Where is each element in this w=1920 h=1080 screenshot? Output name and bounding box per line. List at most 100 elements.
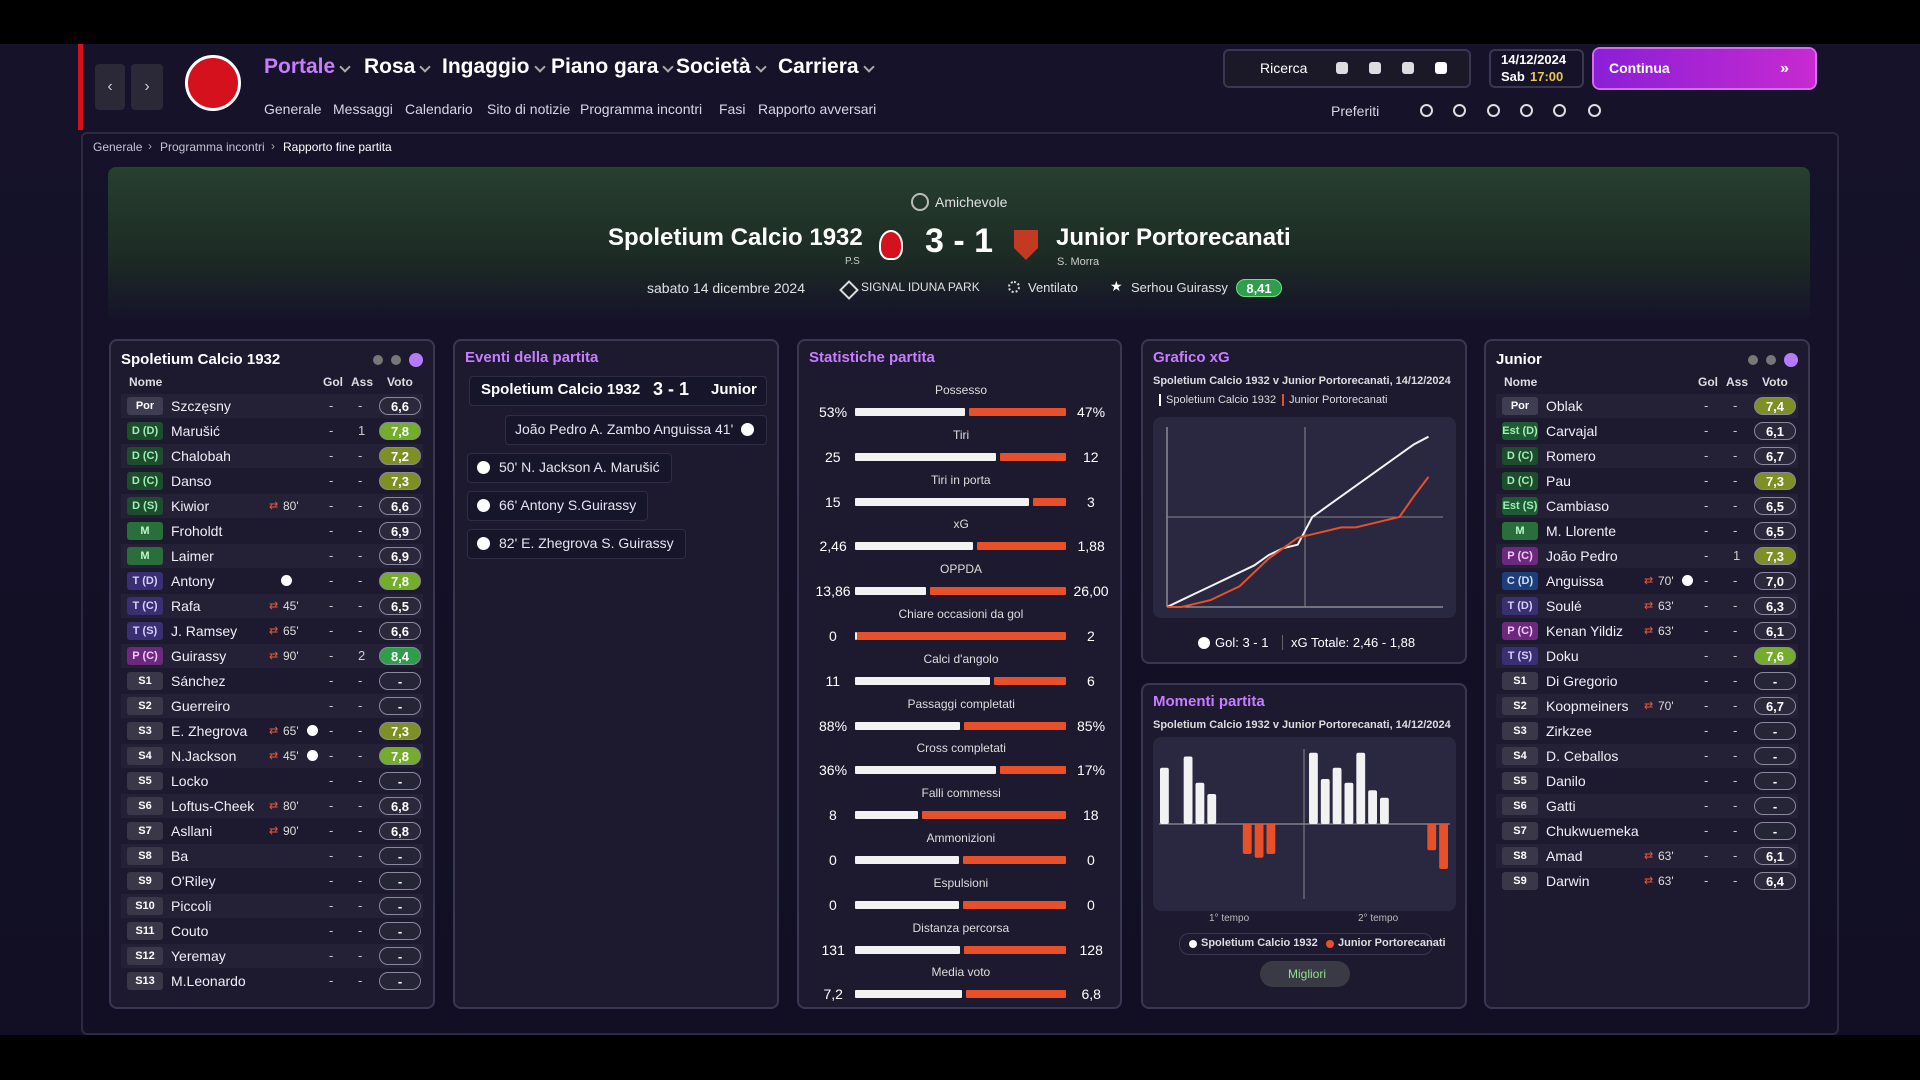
- sub-menu-item[interactable]: Generale: [264, 101, 322, 117]
- best-button[interactable]: [1260, 961, 1350, 987]
- player-name[interactable]: Piccoli: [171, 898, 212, 914]
- position-badge: D (C): [127, 447, 163, 465]
- player-name[interactable]: Zirkzee: [1546, 723, 1592, 739]
- player-name[interactable]: Pau: [1546, 473, 1571, 489]
- momentum-title: Momenti partita: [1153, 693, 1265, 710]
- player-name[interactable]: Loftus-Cheek: [171, 798, 255, 814]
- player-name[interactable]: N.Jackson: [171, 748, 237, 764]
- player-row: [1496, 494, 1798, 518]
- sub-menu-item[interactable]: Sito di notizie: [487, 101, 571, 117]
- club-logo[interactable]: [185, 55, 241, 111]
- shortcut-icon[interactable]: [1420, 104, 1433, 117]
- page-dot[interactable]: [391, 355, 401, 365]
- player-name[interactable]: Chalobah: [171, 448, 231, 464]
- rating: -: [379, 972, 421, 990]
- shortcut-icon[interactable]: [1520, 104, 1533, 117]
- player-name[interactable]: E. Zhegrova: [171, 723, 248, 739]
- toolbar-icon[interactable]: [1336, 62, 1348, 74]
- player-name[interactable]: Kiwior: [171, 498, 210, 514]
- main-menu-item[interactable]: Carriera: [778, 55, 859, 78]
- sub-menu-item[interactable]: Messaggi: [333, 101, 393, 117]
- stat-away: 2: [1087, 628, 1095, 644]
- player-name[interactable]: J. Ramsey: [171, 623, 238, 639]
- player-name[interactable]: Cambiaso: [1546, 498, 1610, 514]
- player-name[interactable]: Guerreiro: [171, 698, 231, 714]
- player-name[interactable]: Laimer: [171, 548, 214, 564]
- player-name[interactable]: Amad: [1546, 848, 1583, 864]
- main-menu-item[interactable]: Ingaggio: [442, 55, 530, 78]
- main-menu-item[interactable]: Rosa: [364, 55, 416, 78]
- player-name[interactable]: D. Ceballos: [1546, 748, 1619, 764]
- breadcrumb-item[interactable]: Programma incontri: [160, 140, 265, 154]
- assists: -: [1733, 598, 1738, 613]
- player-name[interactable]: Rafa: [171, 598, 201, 614]
- legend-dot: [1189, 940, 1197, 948]
- continue-button[interactable]: [1594, 49, 1815, 88]
- player-name[interactable]: Carvajal: [1546, 423, 1598, 439]
- player-name[interactable]: Ba: [171, 848, 189, 864]
- player-name[interactable]: Romero: [1546, 448, 1596, 464]
- shortcut-icon[interactable]: [1487, 104, 1500, 117]
- player-name[interactable]: Di Gregorio: [1546, 673, 1618, 689]
- player-name[interactable]: Szczęsny: [171, 398, 231, 414]
- main-menu-item[interactable]: Piano gara: [551, 55, 659, 78]
- player-name[interactable]: Yeremay: [171, 948, 226, 964]
- sub-menu-item[interactable]: Calendario: [405, 101, 473, 117]
- position-badge: M: [127, 522, 163, 540]
- position-badge: S2: [1502, 697, 1538, 715]
- player-name[interactable]: Chukwuemeka: [1546, 823, 1639, 839]
- sub-menu-item[interactable]: Fasi: [719, 101, 746, 117]
- player-name[interactable]: Anguissa: [1546, 573, 1604, 589]
- lineup-title: Spoletium Calcio 1932: [121, 351, 281, 368]
- player-name[interactable]: Locko: [171, 773, 209, 789]
- player-name[interactable]: Doku: [1546, 648, 1579, 664]
- breadcrumb-item[interactable]: Generale: [93, 140, 143, 154]
- player-name[interactable]: Froholdt: [171, 523, 223, 539]
- toolbar-icon[interactable]: [1369, 62, 1381, 74]
- player-name[interactable]: Asllani: [171, 823, 213, 839]
- player-name[interactable]: Koopmeiners: [1546, 698, 1629, 714]
- main-menu-item[interactable]: Portale: [264, 55, 336, 78]
- search-button[interactable]: Ricerca: [1260, 60, 1308, 76]
- page-dot[interactable]: [409, 353, 423, 367]
- stat-bar-away: [921, 811, 1066, 820]
- player-name[interactable]: Gatti: [1546, 798, 1576, 814]
- sub-menu-item[interactable]: Rapporto avversari: [758, 101, 877, 117]
- favorites[interactable]: Preferiti: [1331, 103, 1380, 119]
- page-dot[interactable]: [1784, 353, 1798, 367]
- player-name[interactable]: Sánchez: [171, 673, 226, 689]
- player-name[interactable]: Marušić: [171, 423, 221, 439]
- nav-forward[interactable]: ›: [131, 64, 163, 110]
- player-name[interactable]: M. Llorente: [1546, 523, 1617, 539]
- player-row: [121, 794, 423, 818]
- stat-bar-home: [855, 587, 927, 596]
- shortcut-icon[interactable]: [1588, 104, 1601, 117]
- player-name[interactable]: Oblak: [1546, 398, 1583, 414]
- player-name[interactable]: O'Riley: [171, 873, 216, 889]
- rating: 6,8: [379, 822, 421, 840]
- player-name[interactable]: Couto: [171, 923, 209, 939]
- toolbar-icon[interactable]: [1435, 62, 1447, 74]
- shortcut-icon[interactable]: [1453, 104, 1466, 117]
- player-name[interactable]: Kenan Yildiz: [1546, 623, 1624, 639]
- sub-menu-item[interactable]: Programma incontri: [580, 101, 703, 117]
- rating: 7,4: [1754, 397, 1796, 415]
- player-name[interactable]: Antony: [171, 573, 215, 589]
- player-name[interactable]: Guirassy: [171, 648, 227, 664]
- rating: 7,6: [1754, 647, 1796, 665]
- page-dot[interactable]: [1766, 355, 1776, 365]
- nav-back[interactable]: ‹: [95, 64, 125, 110]
- player-name[interactable]: M.Leonardo: [171, 973, 246, 989]
- player-name[interactable]: Danso: [171, 473, 212, 489]
- stat-away: 0: [1087, 896, 1095, 913]
- player-name[interactable]: Danilo: [1546, 773, 1586, 789]
- toolbar-icon[interactable]: [1402, 62, 1414, 74]
- page-dot[interactable]: [1748, 355, 1758, 365]
- main-menu-item[interactable]: Società: [676, 55, 751, 78]
- shortcut-icon[interactable]: [1553, 104, 1566, 117]
- game-date: 14/12/2024: [1501, 52, 1567, 67]
- page-dot[interactable]: [373, 355, 383, 365]
- player-name[interactable]: Darwin: [1546, 873, 1590, 889]
- player-name[interactable]: João Pedro: [1546, 548, 1618, 564]
- player-name[interactable]: Soulé: [1546, 598, 1582, 614]
